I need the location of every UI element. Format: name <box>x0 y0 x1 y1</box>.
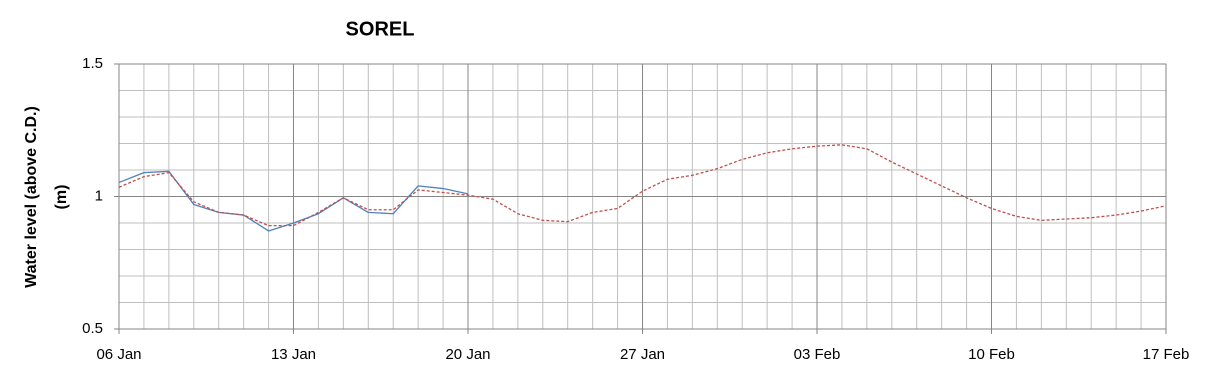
x-tick-label: 03 Feb <box>794 346 841 363</box>
chart-title: SOREL <box>346 18 415 40</box>
x-tick-label: 20 Jan <box>445 346 490 363</box>
y-tick-label: 0.5 <box>82 320 103 337</box>
y-tick-label: 1.5 <box>82 55 103 72</box>
x-tick-label: 13 Jan <box>271 346 316 363</box>
x-tick-label: 06 Jan <box>96 346 141 363</box>
x-tick-label: 10 Feb <box>968 346 1015 363</box>
plot-frame <box>118 63 1167 330</box>
y-tick-label: 1 <box>95 187 103 204</box>
x-tick-label: 27 Jan <box>620 346 665 363</box>
y-axis-label: Water level (above C.D.) <box>23 106 40 288</box>
x-tick-label: 17 Feb <box>1143 346 1190 363</box>
y-axis-label: (m) <box>53 185 70 210</box>
